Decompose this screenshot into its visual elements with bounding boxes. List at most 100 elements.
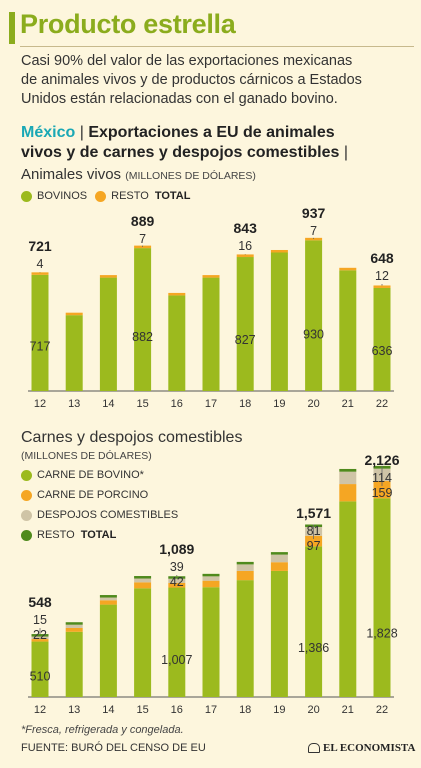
legend-label-despojos: DESPOJOS COMESTIBLES (37, 509, 179, 521)
chart-2-tick-label: 21 (342, 704, 354, 716)
chart-2-bar-carne-de-bovino--13 (65, 631, 83, 697)
chart-2-bar-carne-de-bovino--14 (99, 604, 117, 697)
chart-2-bar-despojos-comestibles-18 (236, 564, 254, 571)
chart-2-bar-resto-17 (202, 573, 220, 577)
section-heading-line-2: vivos y de carnes y despojos comestibles… (21, 144, 348, 162)
chart-2-bar-carne-de-bovino--19 (270, 570, 288, 697)
chart-2-tick-label: 22 (376, 704, 388, 716)
chart-2-units: (MILLONES DE DÓLARES) (21, 450, 152, 462)
chart-2-tick-label: 14 (102, 704, 114, 716)
chart-2-bar-carne-de-bovino--17 (202, 587, 220, 697)
chart-1-total-label: 648 (370, 250, 394, 266)
chart-1-bar-bovinos-20 (305, 240, 323, 391)
chart-2-bar-despojos-comestibles-15 (134, 578, 152, 583)
intro-line-3: Unidos están relacionadas con el ganado … (21, 91, 338, 107)
chart-2-total-label: 1,571 (296, 505, 331, 521)
chart-2-tick-label: 16 (171, 704, 183, 716)
chart-1-bar-bovinos-14 (99, 277, 117, 391)
legend-label-carne-bovino: CARNE DE BOVINO* (37, 469, 144, 481)
chart-2-tick-label: 18 (239, 704, 251, 716)
source-note: FUENTE: BURÓ DEL CENSO DE EU (21, 742, 206, 754)
chart-1-value-label: 16 (238, 239, 252, 253)
chart-2-bar-resto-14 (99, 595, 117, 598)
chart-2-tick-label: 19 (273, 704, 285, 716)
chart-1-value-label: 4 (37, 257, 44, 271)
chart-1-tick-label: 22 (376, 398, 388, 410)
chart-1-bar-resto-20 (305, 237, 323, 241)
chart-2-bar-resto-12 (31, 634, 49, 637)
chart-2-value-label: 39 (170, 560, 184, 574)
heading-line-1-text: Exportaciones a EU de animales (88, 124, 335, 141)
chart-1-bar-resto-17 (202, 275, 220, 278)
chart-2-bar-despojos-comestibles-16 (168, 578, 186, 583)
chart-2-value-label: 1,007 (161, 653, 192, 667)
chart-1-value-label: 12 (375, 269, 389, 283)
chart-1-bar-bovinos-21 (339, 270, 357, 391)
chart-1-total-label: 937 (302, 205, 326, 221)
chart-1-bar-bovinos-19 (270, 252, 288, 391)
legend-dot-resto (95, 190, 107, 202)
chart-1-tick-label: 20 (307, 398, 319, 410)
legend-item-resto: RESTO TOTAL (21, 529, 116, 541)
chart-1-value-label: 882 (132, 330, 153, 344)
chart-1-legend: BOVINOS RESTO TOTAL (21, 190, 190, 202)
chart-1-value-label: 717 (30, 339, 51, 353)
chart-2-bar-carne-de-porcino-20 (305, 535, 323, 547)
chart-2-tick-label: 13 (68, 704, 80, 716)
chart-2-total-label: 548 (28, 594, 52, 610)
chart-2-bar-carne-de-porcino-18 (236, 570, 254, 581)
chart-2-value-label: 81 (307, 524, 321, 538)
chart-2-bar-resto-19 (270, 552, 288, 555)
chart-2-title: Carnes y despojos comestibles (21, 429, 243, 446)
heading-separator: | (79, 124, 84, 141)
chart-1-units: (MILLONES DE DÓLARES) (125, 170, 256, 182)
chart-1-bar-resto-16 (168, 292, 186, 296)
chart-1-bar-bovinos-16 (168, 295, 186, 391)
chart-2-value-label: 22 (33, 628, 47, 642)
legend-dot-carne-bovino (21, 469, 32, 481)
legend-label-carne-porcino: CARNE DE PORCINO (37, 489, 149, 501)
chart-1-total-label: 721 (28, 238, 52, 254)
chart-2-bar-carne-de-porcino-17 (202, 580, 220, 588)
chart-1-bar-bovinos-13 (65, 315, 83, 391)
legend-label-bovinos: BOVINOS (37, 190, 88, 202)
chart-1-tick-label: 14 (102, 398, 114, 410)
chart-1-bar-resto-18 (236, 254, 254, 258)
heading-country: México (21, 124, 76, 141)
chart-1-bar-resto-12 (31, 272, 49, 275)
intro-line-2: de animales vivos y de productos cárnico… (21, 72, 362, 88)
chart-1-bar-bovinos-12 (31, 274, 49, 391)
chart-2-bar-carne-de-bovino--16 (168, 587, 186, 697)
chart-2-bar-despojos-comestibles-21 (339, 471, 357, 485)
chart-1-tick-label: 17 (205, 398, 217, 410)
chart-2-bar-resto-15 (134, 576, 152, 579)
chart-2-value-label: 97 (307, 539, 321, 553)
chart-2-bar-carne-de-porcino-19 (270, 562, 288, 571)
chart-1-bar-resto-21 (339, 267, 357, 271)
legend-label-resto: RESTO (111, 190, 149, 202)
chart-2-bar-despojos-comestibles-12 (31, 636, 49, 640)
chart-1-bar-bovinos-15 (134, 248, 152, 391)
chart-2-bar-resto-16 (168, 576, 186, 579)
chart-2-bar-carne-de-porcino-14 (99, 600, 117, 605)
chart-2-bar-resto-13 (65, 622, 83, 625)
chart-2-bar-carne-de-bovino--15 (134, 588, 152, 697)
legend-item-carne-bovino: CARNE DE BOVINO* (21, 469, 144, 481)
chart-2-bar-carne-de-bovino--21 (339, 501, 357, 697)
chart-1-total-label: 889 (131, 213, 155, 229)
chart-2-value-label: 114 (372, 471, 392, 485)
chart-2-bar-despojos-comestibles-17 (202, 576, 220, 581)
chart-2-bar-carne-de-bovino--22 (373, 498, 391, 697)
legend-dot-bovinos (21, 190, 32, 202)
chart-2-value-label: 159 (372, 486, 393, 500)
legend-dot-carne-porcino (21, 489, 32, 501)
chart-2-tick-label: 15 (136, 704, 148, 716)
chart-2-tick-label: 20 (307, 704, 319, 716)
chart-2-bar-carne-de-porcino-13 (65, 627, 83, 632)
legend-label-total-2: TOTAL (80, 529, 117, 541)
legend-dot-resto-carnes (21, 529, 32, 541)
chart-2-total-label: 1,089 (159, 541, 194, 557)
chart-1-title: Animales vivos (MILLONES DE DÓLARES) (21, 166, 256, 183)
chart-2-bar-despojos-comestibles-13 (65, 624, 83, 628)
